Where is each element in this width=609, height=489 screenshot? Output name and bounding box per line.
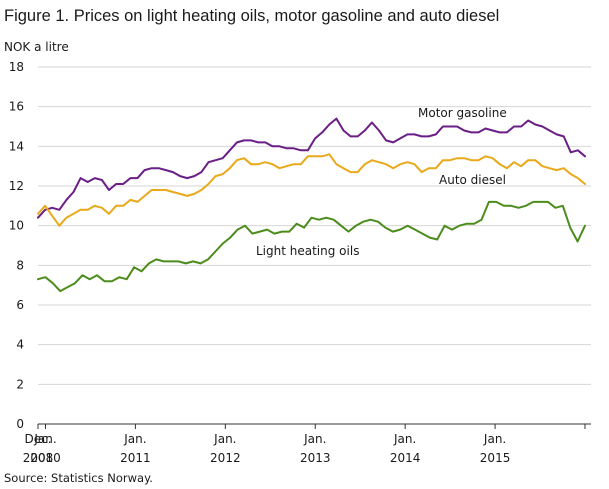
y-axis-label: NOK a litre (4, 40, 69, 54)
y-tick-label: 18 (9, 60, 24, 74)
annotation-auto-diesel: Auto diesel (439, 173, 506, 187)
gridlines (38, 66, 591, 385)
y-tick-label: 16 (9, 100, 24, 114)
y-tick-label: 4 (16, 338, 24, 352)
x-tick-month: Dec. (24, 432, 51, 446)
x-tick-month: Jan. (213, 432, 236, 446)
y-axis: 0 2 4 6 8 10 12 14 16 18 (9, 60, 24, 431)
y-tick-label: 12 (9, 179, 24, 193)
x-tick-month: Jan. (393, 432, 416, 446)
series-annotations: Motor gasoline Auto diesel Light heating o… (256, 106, 507, 258)
series-line-auto-diesel (37, 153, 586, 227)
y-tick-label: 8 (16, 258, 24, 272)
annotation-light-heating-oils: Light heating oils (256, 244, 359, 258)
figure-title: Figure 1. Prices on light heating oils, … (4, 7, 500, 25)
x-tick-month: Jan. (303, 432, 326, 446)
x-tick-year: 2012 (210, 451, 241, 465)
x-tick-year: 2011 (120, 451, 151, 465)
x-axis: Dec. 2008 Jan. 2010 Jan. 2011 Jan. 2012 Jan. 2013… (23, 423, 591, 465)
x-tick-month: Jan. (33, 432, 56, 446)
x-tick-year: 2015 (480, 451, 511, 465)
y-tick-label: 2 (16, 377, 24, 391)
x-tick-year: 2014 (390, 451, 421, 465)
y-tick-label: 0 (16, 417, 24, 431)
source-note: Source: Statistics Norway. (4, 471, 153, 485)
x-tick-year: 2010 (30, 451, 61, 465)
y-tick-label: 6 (16, 298, 24, 312)
annotation-motor-gasoline: Motor gasoline (418, 106, 507, 120)
x-tick-year: 2008 (23, 451, 54, 465)
y-tick-label: 10 (9, 219, 24, 233)
y-tick-label: 14 (9, 139, 24, 153)
x-tick-month: Jan. (123, 432, 146, 446)
x-tick-year: 2013 (300, 451, 331, 465)
x-tick-month: Jan. (483, 432, 506, 446)
series-lines (37, 117, 586, 293)
series-line-motor-gasoline (37, 117, 586, 219)
series-line-light-heating-oils (37, 200, 586, 293)
